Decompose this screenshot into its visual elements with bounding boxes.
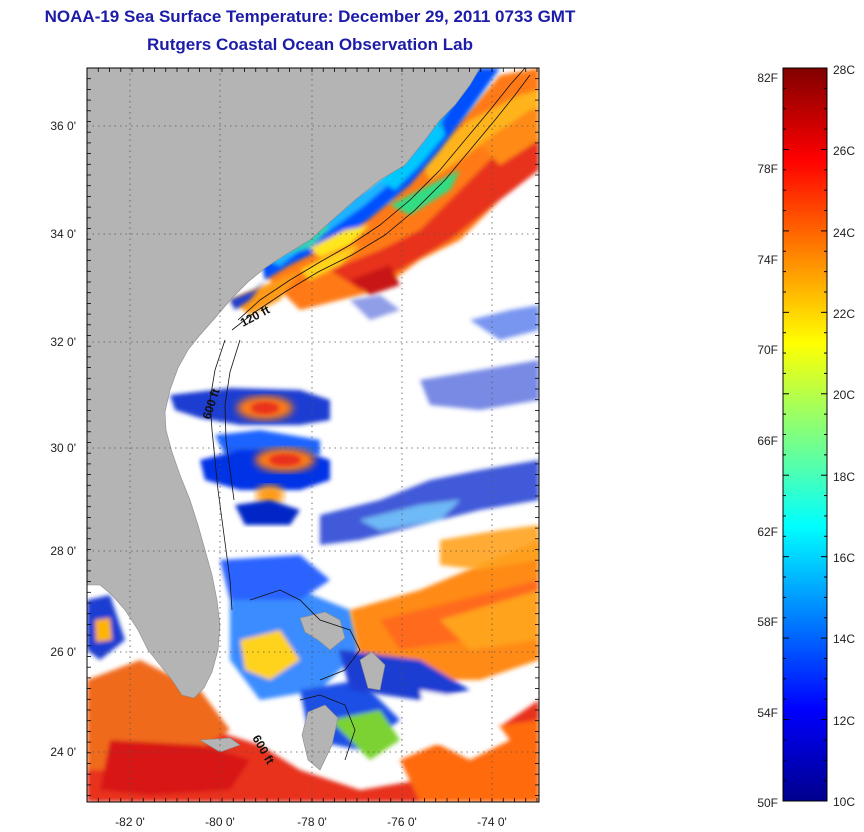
map-title: NOAA-19 Sea Surface Temperature: Decembe…: [44, 7, 576, 26]
lat-tick-label: 36 0': [50, 119, 76, 133]
colorbar-c-label: 20C: [833, 388, 855, 402]
map-frame-ticks: [86, 67, 539, 802]
colorbar-c-label: 28C: [833, 63, 855, 77]
land-us-southeast: [87, 68, 481, 699]
lon-tick-label: -76 0': [387, 815, 417, 829]
graticule: [87, 68, 539, 802]
colorbar: 82F 78F 74F 70F 66F 62F 58F 54F 50F 28C …: [757, 63, 855, 810]
colorbar-c-label: 14C: [833, 632, 855, 646]
colorbar-c-label: 10C: [833, 795, 855, 809]
colorbar-ticks: [783, 67, 827, 802]
lat-tick-labels: 36 0' 34 0' 32 0' 30 0' 28 0' 26 0' 24 0…: [50, 119, 76, 759]
colorbar-f-label: 50F: [757, 796, 778, 810]
colorbar-c-label: 22C: [833, 307, 855, 321]
colorbar-f-label: 82F: [757, 71, 778, 85]
bathymetry-contours: [209, 68, 531, 761]
lat-tick-label: 24 0': [50, 745, 76, 759]
colorbar-f-label: 78F: [757, 162, 778, 176]
lon-tick-label: -78 0': [297, 815, 327, 829]
colorbar-c-label: 26C: [833, 144, 855, 158]
map-frame: [86, 67, 540, 803]
colorbar-scale: [782, 67, 828, 802]
lat-tick-label: 30 0': [50, 441, 76, 455]
colorbar-f-labels: 82F 78F 74F 70F 66F 62F 58F 54F 50F: [757, 71, 778, 810]
lon-tick-label: -80 0': [205, 815, 235, 829]
colorbar-c-label: 12C: [833, 714, 855, 728]
colorbar-f-label: 58F: [757, 615, 778, 629]
colorbar-f-label: 62F: [757, 525, 778, 539]
colorbar-f-label: 66F: [757, 434, 778, 448]
lon-tick-label: -82 0': [115, 815, 145, 829]
lat-tick-label: 34 0': [50, 227, 76, 241]
colorbar-f-label: 70F: [757, 343, 778, 357]
map-subtitle: Rutgers Coastal Ocean Observation Lab: [147, 35, 473, 54]
map-area: [87, 68, 539, 802]
colorbar-f-label: 74F: [757, 253, 778, 267]
colorbar-c-label: 24C: [833, 226, 855, 240]
lat-tick-label: 32 0': [50, 335, 76, 349]
colorbar-c-labels: 28C 26C 24C 22C 20C 18C 16C 14C 12C 10C: [833, 63, 855, 809]
sst-scattered-fragments: [87, 295, 539, 570]
lat-tick-label: 26 0': [50, 645, 76, 659]
lon-tick-label: -74 0': [477, 815, 507, 829]
lat-tick-label: 28 0': [50, 544, 76, 558]
colorbar-c-label: 16C: [833, 551, 855, 565]
colorbar-f-label: 54F: [757, 706, 778, 720]
sst-georgia-patches: [170, 388, 330, 525]
lon-tick-labels: -82 0' -80 0' -78 0' -76 0' -74 0': [115, 815, 507, 829]
land-bahamas: [199, 611, 386, 771]
colorbar-c-label: 18C: [833, 470, 855, 484]
